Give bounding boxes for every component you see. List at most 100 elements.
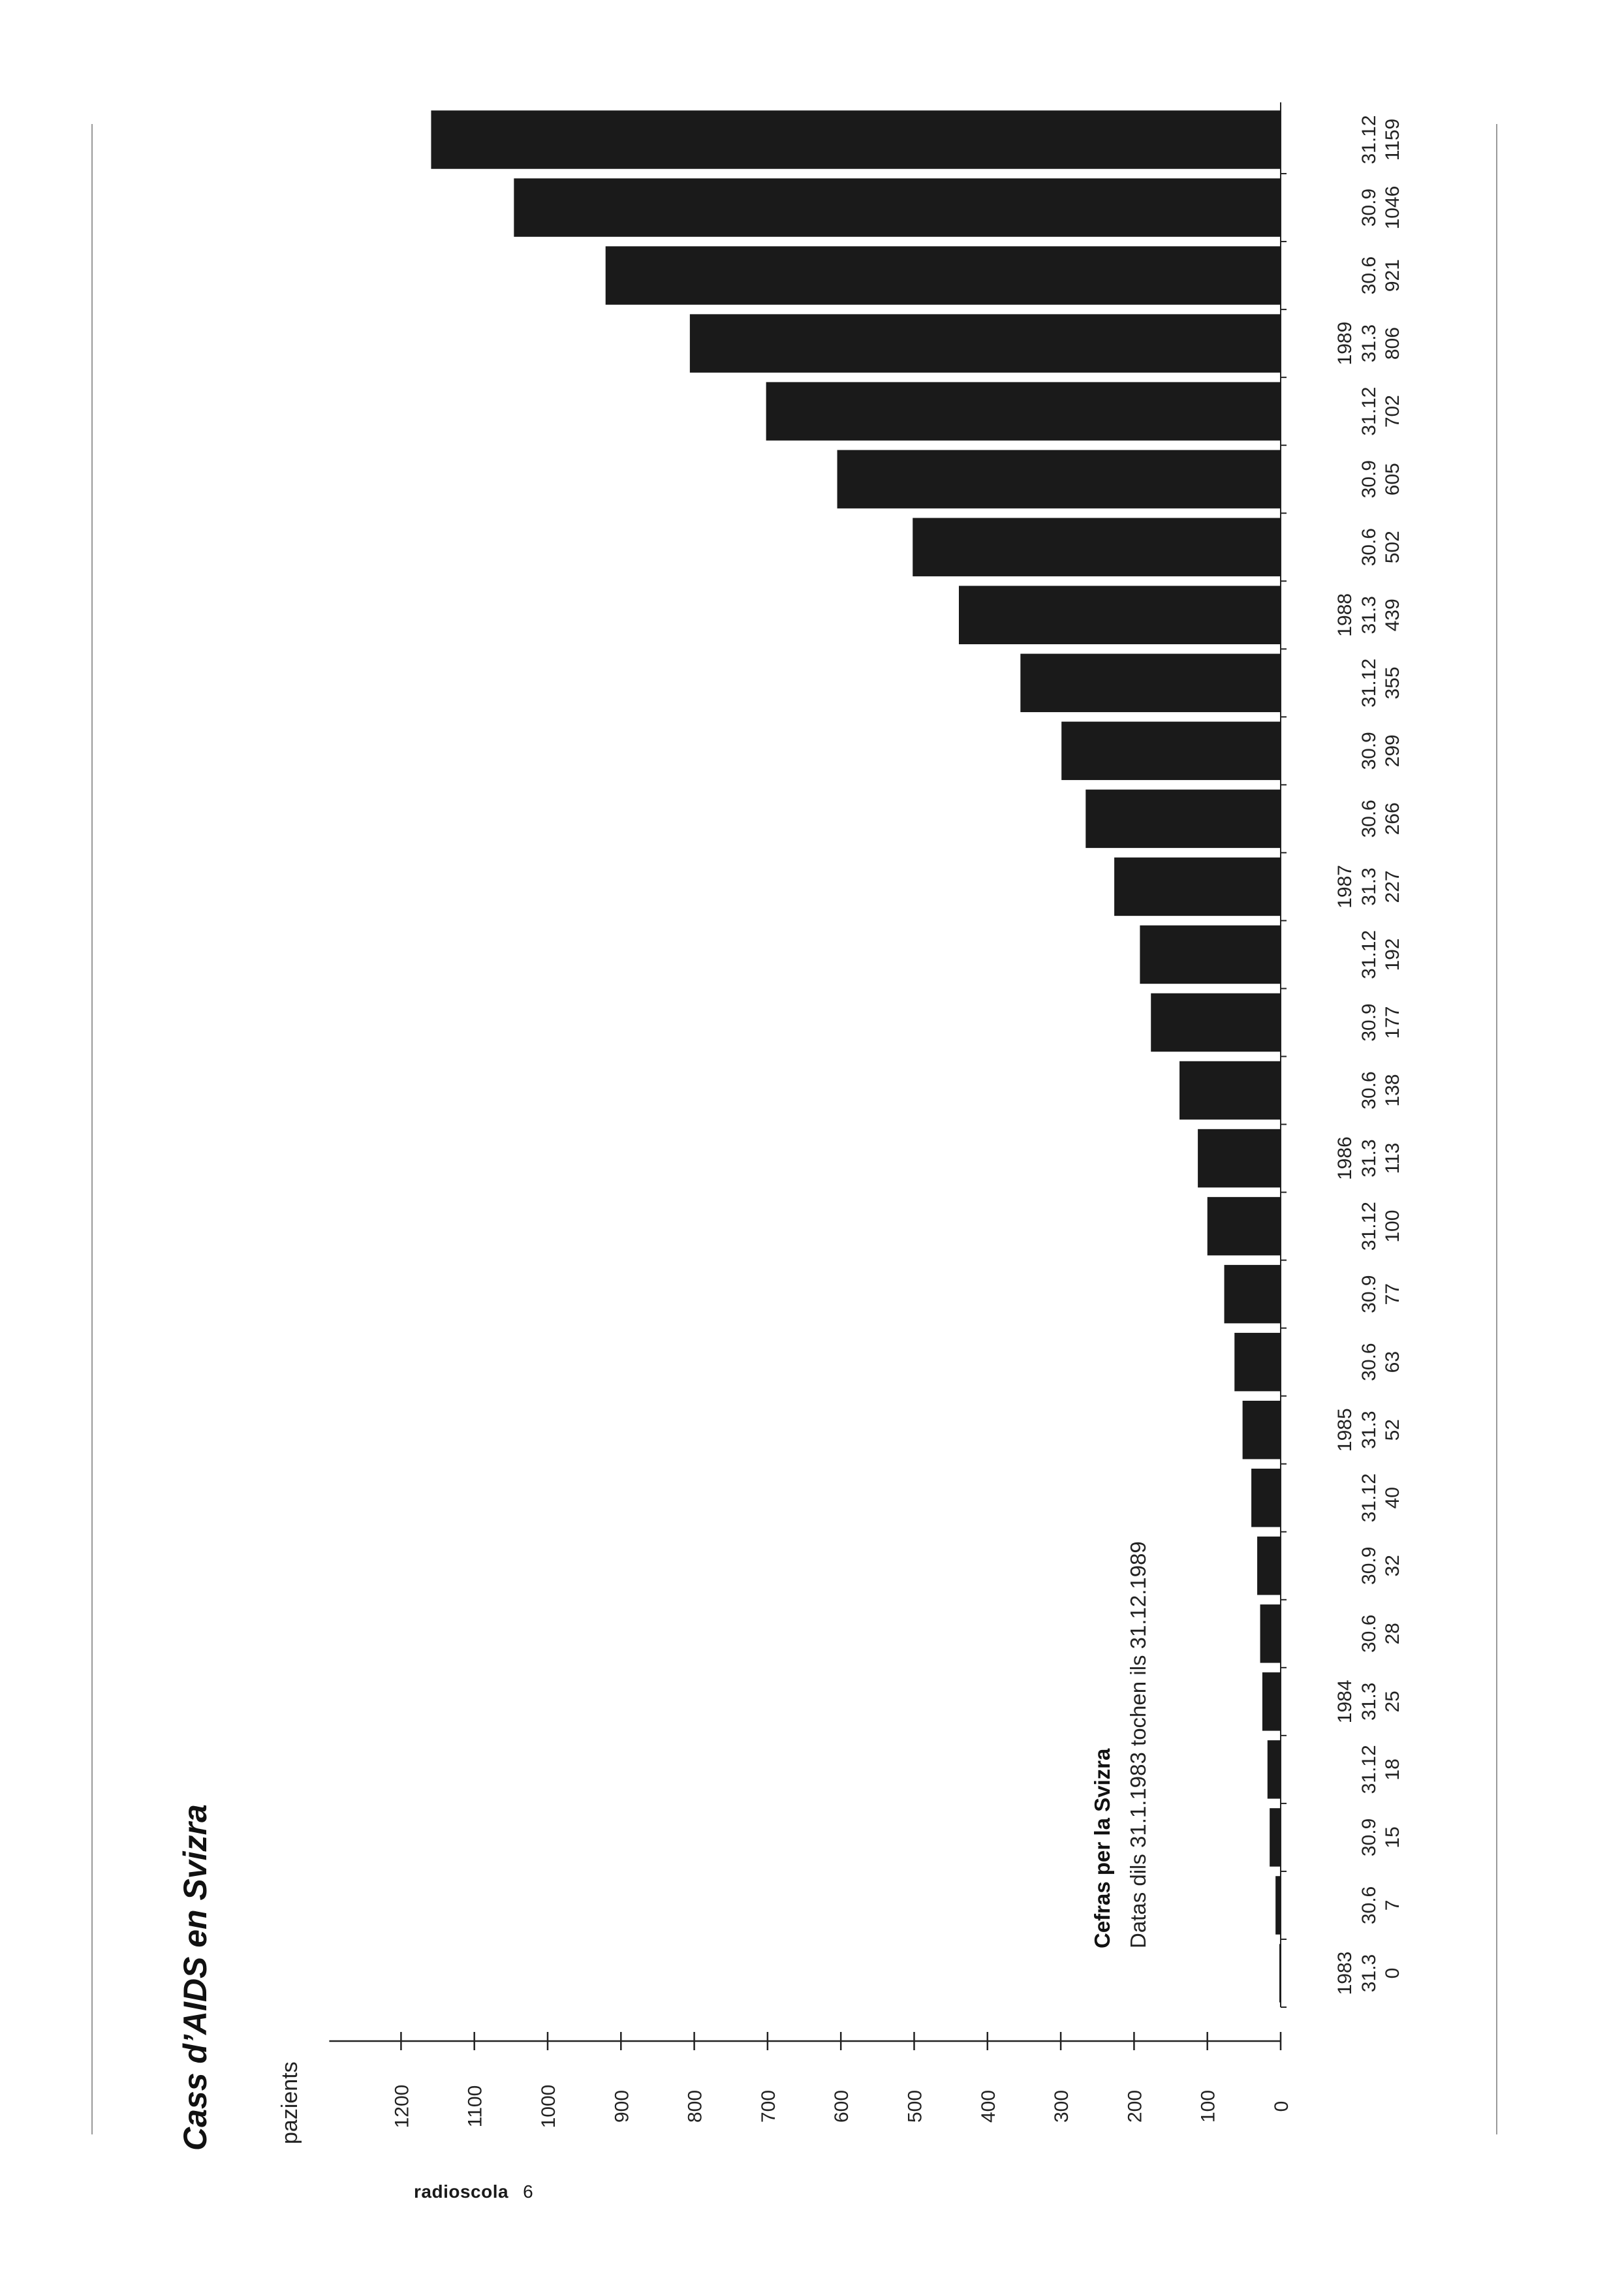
bar [1198, 1129, 1281, 1188]
value-label: 921 [1382, 259, 1403, 292]
value-axis: 0 100 200 300 400 500 600 700 800 900 1000 1100 1200 [329, 2032, 1292, 2128]
bar [1114, 857, 1281, 916]
value-label: 266 [1382, 802, 1403, 835]
bar [689, 314, 1281, 373]
bar [1020, 653, 1281, 713]
date-label: 31.12 [1358, 1745, 1380, 1794]
date-label: 30.9 [1358, 1819, 1380, 1856]
bar [1279, 1944, 1281, 2003]
date-label: 30.6 [1358, 800, 1380, 837]
value-label: 0 [1382, 1968, 1403, 1979]
value-label: 702 [1382, 395, 1403, 428]
date-label: 30.6 [1358, 257, 1380, 294]
value-label: 439 [1382, 599, 1403, 631]
value-axis-tick-label: 200 [1124, 2090, 1146, 2123]
date-label: 31.12 [1358, 1202, 1380, 1251]
bar [1251, 1469, 1281, 1527]
bar [431, 110, 1281, 169]
page-margin-rule-left [91, 124, 93, 2134]
value-label: 100 [1382, 1210, 1403, 1243]
year-label: 1983 [1334, 1952, 1356, 1995]
bar [1262, 1672, 1281, 1731]
value-label: 113 [1382, 1143, 1403, 1174]
bar [605, 246, 1281, 305]
bar [837, 450, 1281, 508]
bar [913, 518, 1281, 576]
date-label: 31.3 [1358, 867, 1380, 905]
year-label: 1987 [1334, 865, 1356, 909]
footer-brand: radioscola [414, 2181, 509, 2202]
date-label: 31.3 [1358, 1411, 1380, 1449]
date-label: 31.3 [1358, 596, 1380, 634]
bar [1275, 1876, 1281, 1935]
value-label: 40 [1382, 1487, 1403, 1508]
value-label: 25 [1382, 1691, 1403, 1712]
value-label: 138 [1382, 1074, 1403, 1106]
date-label: 30.9 [1358, 1275, 1380, 1313]
value-label: 605 [1382, 463, 1403, 495]
year-label: 1988 [1334, 593, 1356, 637]
bar [766, 382, 1281, 441]
value-label: 15 [1382, 1826, 1403, 1848]
value-label: 355 [1382, 666, 1403, 699]
value-axis-tick-label: 0 [1271, 2101, 1292, 2112]
bar [1270, 1808, 1281, 1867]
bar [1260, 1604, 1281, 1663]
date-label: 31.3 [1358, 1954, 1380, 1992]
bar [1140, 925, 1281, 984]
value-label: 52 [1382, 1419, 1403, 1441]
year-label: 1986 [1334, 1136, 1356, 1180]
bar [1207, 1196, 1281, 1256]
date-label: 30.6 [1358, 1071, 1380, 1109]
bar [1061, 721, 1281, 781]
value-axis-tick-label: 1000 [538, 2085, 559, 2129]
page-margin-rule-right [1496, 124, 1497, 2134]
page-number: 6 [523, 2181, 534, 2202]
date-label: 31.12 [1358, 930, 1380, 979]
value-label: 18 [1382, 1758, 1403, 1780]
y-axis-unit-label: pazients [277, 2061, 302, 2144]
value-label: 28 [1382, 1623, 1403, 1644]
annotation-heading: Cefras per la Svizra [1090, 1748, 1114, 1948]
date-label: 30.9 [1358, 732, 1380, 770]
date-label: 30.9 [1358, 189, 1380, 226]
value-label: 192 [1382, 938, 1403, 971]
value-label: 1046 [1382, 186, 1403, 230]
chart-title: Cass d’AIDS en Svizra [177, 1804, 213, 2151]
bar [514, 178, 1281, 237]
value-label: 806 [1382, 327, 1403, 360]
value-axis-tick-label: 600 [831, 2090, 852, 2123]
year-label: 1989 [1334, 322, 1356, 366]
date-label: 31.3 [1358, 1139, 1380, 1177]
value-label: 502 [1382, 531, 1403, 563]
bar [1257, 1537, 1281, 1595]
value-axis-tick-label: 500 [905, 2090, 926, 2123]
date-label: 30.6 [1358, 1886, 1380, 1924]
date-label: 31.12 [1358, 387, 1380, 436]
value-label: 7 [1382, 1900, 1403, 1911]
bar [1151, 993, 1281, 1052]
date-label: 30.9 [1358, 1003, 1380, 1041]
date-label: 31.3 [1358, 324, 1380, 362]
value-axis-tick-label: 800 [685, 2090, 706, 2123]
date-label: 30.9 [1358, 460, 1380, 498]
bar [1179, 1061, 1281, 1120]
value-axis-tick-label: 100 [1198, 2090, 1219, 2123]
date-label: 30.6 [1358, 1615, 1380, 1653]
value-axis-tick-label: 1100 [465, 2085, 486, 2128]
annotation-text: Datas dils 31.1.1983 tochen ils 31.12.19… [1126, 1541, 1150, 1948]
value-axis-tick-label: 300 [1051, 2090, 1072, 2123]
date-label: 31.12 [1358, 115, 1380, 164]
value-label: 1159 [1382, 119, 1403, 161]
value-label: 177 [1382, 1006, 1403, 1038]
value-label: 32 [1382, 1555, 1403, 1576]
value-label: 63 [1382, 1351, 1403, 1373]
date-label: 30.9 [1358, 1547, 1380, 1585]
value-label: 299 [1382, 734, 1403, 767]
value-label: 227 [1382, 870, 1403, 903]
value-axis-tick-label: 400 [978, 2090, 999, 2123]
bars [431, 102, 1287, 2008]
value-label: 77 [1382, 1283, 1403, 1305]
